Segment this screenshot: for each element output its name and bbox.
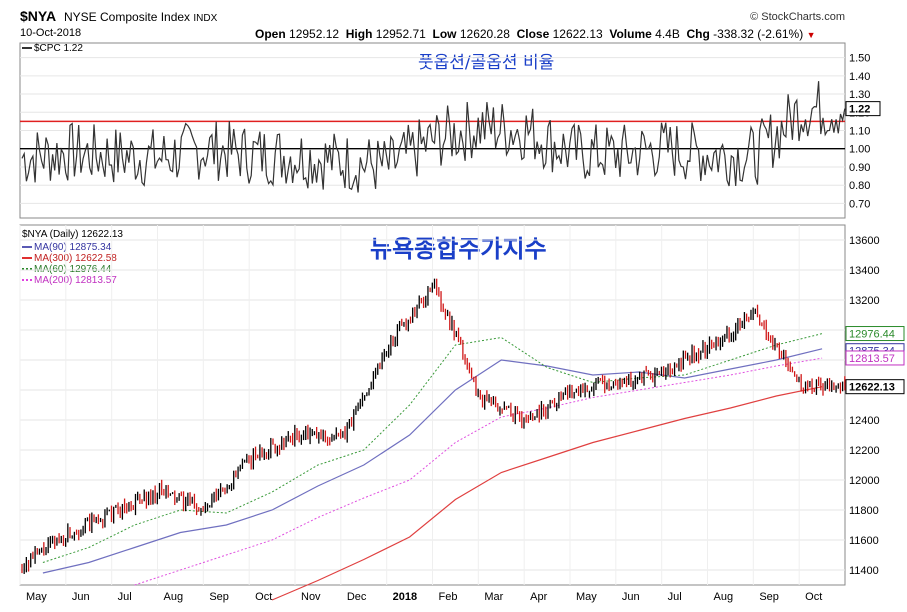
- price-y-tick-label: 11400: [849, 565, 879, 577]
- index-name: NYSE Composite Index INDX: [64, 10, 217, 24]
- x-tick-label: Oct: [805, 591, 822, 603]
- x-tick-label: Jul: [668, 591, 682, 603]
- exchange-text: INDX: [193, 13, 218, 24]
- x-tick-label: Apr: [530, 591, 547, 603]
- ma90-legend: MA(90) 12875.34: [22, 242, 117, 253]
- chg-label: Chg: [686, 27, 710, 41]
- x-tick-label: Aug: [714, 591, 734, 603]
- high-label: High: [345, 27, 373, 41]
- x-tick-label: 2018: [393, 591, 417, 603]
- ma300-legend-text: MA(300) 12622.58: [34, 253, 117, 264]
- cpc-last-value-tag: [845, 101, 881, 117]
- index-name-text: NYSE Composite Index: [64, 10, 191, 24]
- volume-label: Volume: [609, 27, 652, 41]
- x-tick-label: Jul: [118, 591, 132, 603]
- price-y-tick-label: 11600: [849, 535, 879, 547]
- x-tick-label: Oct: [255, 591, 272, 603]
- x-tick-label: Mar: [484, 591, 503, 603]
- x-tick-label: Feb: [439, 591, 458, 603]
- price-y-tick-label: 11800: [849, 505, 879, 517]
- x-tick-label: May: [576, 591, 597, 603]
- ma60-swatch-icon: [22, 268, 32, 271]
- cpc-y-tick-label: 1.50: [849, 53, 870, 65]
- date-label: 10-Oct-2018: [20, 27, 82, 39]
- cpc-swatch-icon: [22, 47, 32, 50]
- cpc-y-tick-label: 0.90: [849, 162, 870, 174]
- cpc-legend: $CPC 1.22: [22, 43, 83, 54]
- cpc-y-tick-label: 1.40: [849, 71, 870, 83]
- ma90-legend-text: MA(90) 12875.34: [34, 242, 112, 253]
- price-y-tick-label: 13200: [849, 295, 880, 307]
- price-y-tick-label: 13400: [849, 265, 880, 277]
- ma300-swatch-icon: [22, 257, 32, 260]
- cpc-y-tick-label: 1.00: [849, 144, 870, 156]
- high-value: 12952.71: [375, 27, 426, 41]
- close-label: Close: [516, 27, 550, 41]
- price-value-tag-text: 12976.44: [849, 329, 895, 341]
- x-tick-label: Dec: [347, 591, 367, 603]
- source-label[interactable]: © StockCharts.com: [750, 11, 845, 23]
- cpc-y-tick-label: 1.30: [849, 89, 870, 101]
- close-value: 12622.13: [552, 27, 603, 41]
- ma-line-ma200: [134, 357, 823, 586]
- price-y-tick-label: 13600: [849, 235, 880, 247]
- x-tick-label: Jun: [622, 591, 640, 603]
- x-tick-label: Sep: [759, 591, 779, 603]
- price-value-tag-text: 12813.57: [849, 353, 895, 365]
- x-axis: May Jun Jul Aug Sep Oct Nov Dec 2018 Feb Mar Apr May…: [26, 591, 822, 603]
- ma200-swatch-icon: [22, 279, 32, 282]
- price-y-tick-label: 12200: [849, 445, 880, 457]
- cpc-panel: 1.501.401.301.201.101.000.900.800.701.22: [19, 42, 881, 219]
- x-tick-label: Sep: [209, 591, 229, 603]
- ohlc-stats: Open 12952.12 High 12952.71 Low 12620.28…: [255, 27, 815, 41]
- chg-value: -338.32 (-2.61%): [713, 27, 804, 41]
- price-y-tick-label: 12400: [849, 415, 880, 427]
- price-value-tag: [845, 326, 905, 342]
- ma300-legend: MA(300) 12622.58: [22, 253, 117, 264]
- price-panel: 1360013400132001300012800126001240012200…: [19, 224, 905, 601]
- low-value: 12620.28: [459, 27, 510, 41]
- open-value: 12952.12: [289, 27, 340, 41]
- ma90-swatch-icon: [22, 246, 32, 249]
- price-value-tag-text: 12622.13: [849, 382, 895, 394]
- ma200-legend-text: MA(200) 12813.57: [34, 275, 117, 286]
- cpc-y-tick-label: 1.10: [849, 126, 870, 138]
- volume-value: 4.4B: [655, 27, 680, 41]
- symbol-label: $NYA: [20, 8, 57, 24]
- down-triangle-icon: ▼: [806, 30, 816, 40]
- cpc-last-value-text: 1.22: [849, 104, 870, 116]
- x-tick-label: Nov: [301, 591, 321, 603]
- x-tick-label: May: [26, 591, 47, 603]
- open-label: Open: [255, 27, 286, 41]
- ma-line-ma300: [271, 386, 823, 601]
- price-y-tick-label: 12000: [849, 475, 880, 487]
- ma-line-ma90: [42, 348, 823, 574]
- x-tick-label: Aug: [164, 591, 184, 603]
- ma200-legend: MA(200) 12813.57: [22, 275, 117, 286]
- x-tick-label: Jun: [72, 591, 90, 603]
- low-label: Low: [432, 27, 457, 41]
- price-value-tag: [845, 350, 905, 366]
- cpc-y-tick-label: 0.80: [849, 180, 870, 192]
- price-value-tag: [845, 379, 905, 395]
- cpc-legend-text: $CPC 1.22: [34, 43, 83, 54]
- price-legend-title: $NYA (Daily) 12622.13: [22, 229, 123, 240]
- cpc-series-line: [21, 81, 846, 193]
- cpc-y-tick-label: 0.70: [849, 198, 870, 210]
